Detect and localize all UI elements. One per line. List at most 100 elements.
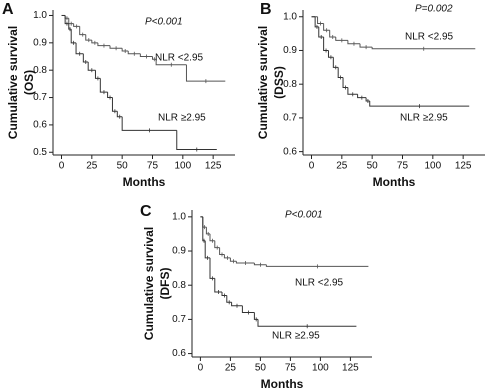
survival-step: [314, 16, 319, 28]
survival-step: [337, 67, 344, 78]
survival-step: [253, 262, 267, 266]
series-label: NLR <2.95: [155, 53, 204, 64]
y-axis-label: (DFS): [158, 268, 172, 300]
survival-step: [87, 61, 96, 71]
survival-step: [185, 64, 226, 82]
survival-step: [318, 26, 324, 38]
survival-step: [73, 23, 80, 27]
x-tick-label: 75: [397, 161, 409, 172]
survival-step: [75, 42, 84, 55]
x-tick-label: 100: [424, 161, 441, 172]
series-label: NLR <2.95: [405, 32, 454, 43]
y-tick-label: 0.7: [172, 314, 186, 325]
survival-step: [214, 278, 222, 293]
x-tick-label: 100: [174, 161, 191, 172]
panel-label: A: [2, 1, 14, 18]
survival-step: [70, 29, 77, 44]
series-label: NLR <2.95: [295, 278, 344, 289]
survival-step: [359, 43, 373, 48]
x-tick-label: 50: [117, 161, 129, 172]
p-value: P<0.001: [145, 17, 183, 28]
survival-step: [155, 59, 187, 66]
x-tick-label: 50: [255, 363, 267, 374]
survival-step: [116, 111, 123, 118]
y-tick-label: 0.8: [33, 65, 47, 76]
survival-step: [94, 70, 101, 79]
panel-label: B: [260, 1, 272, 18]
survival-step: [226, 295, 232, 303]
x-axis-label: Months: [373, 175, 416, 189]
survival-step: [91, 40, 98, 44]
survival-step: [127, 51, 141, 55]
series-label: NLR ≥2.95: [158, 113, 206, 124]
survival-step: [209, 257, 215, 279]
p-value: P=0.002: [415, 4, 453, 15]
survival-step: [223, 254, 231, 259]
survival-step: [107, 92, 113, 99]
y-tick-label: 1.0: [33, 10, 47, 21]
y-axis-label: Cumulative survival: [6, 26, 20, 139]
y-axis-label: (OS): [22, 70, 36, 95]
survival-step: [323, 23, 330, 31]
y-tick-label: 1.0: [283, 11, 297, 22]
panel-label: C: [140, 203, 152, 220]
survival-step: [97, 42, 111, 47]
x-tick-label: 0: [309, 161, 315, 172]
p-value: P<0.001: [285, 210, 323, 221]
y-tick-label: 0.6: [172, 348, 186, 359]
series-label: NLR ≥2.95: [400, 113, 448, 124]
survival-step: [265, 264, 369, 267]
x-tick-label: 25: [86, 161, 98, 172]
survival-step: [241, 305, 255, 314]
survival-step: [327, 50, 334, 58]
y-tick-label: 0.9: [33, 37, 47, 48]
survival-step: [64, 15, 69, 25]
survival-step: [253, 312, 258, 320]
survival-step: [235, 261, 255, 264]
survival-step: [79, 26, 86, 36]
y-tick-label: 1.0: [172, 211, 186, 222]
survival-step: [335, 36, 348, 41]
x-tick-label: 0: [59, 161, 65, 172]
y-tick-label: 0.5: [33, 147, 47, 158]
x-tick-label: 100: [312, 363, 329, 374]
survival-step: [205, 227, 210, 235]
survival-step: [176, 130, 217, 151]
survival-step: [323, 36, 329, 51]
survival-step: [111, 97, 118, 112]
survival-step: [209, 233, 215, 242]
survival-step: [151, 56, 157, 60]
survival-step: [317, 16, 324, 24]
survival-step: [332, 57, 339, 68]
survival-step: [121, 116, 177, 131]
survival-step: [121, 48, 129, 52]
survival-step: [347, 40, 361, 45]
survival-step: [82, 53, 89, 63]
survival-step: [214, 240, 220, 249]
y-tick-label: 0.9: [172, 246, 186, 257]
x-tick-label: 50: [367, 161, 379, 172]
survival-step: [342, 77, 348, 89]
x-axis-label: Months: [261, 377, 304, 390]
x-tick-label: 0: [198, 363, 204, 374]
y-tick-label: 0.6: [33, 120, 47, 131]
y-tick-label: 0.7: [33, 92, 47, 103]
series-label: NLR ≥2.95: [272, 331, 320, 342]
survival-step: [99, 78, 108, 93]
survival-step: [369, 101, 470, 107]
survival-step: [329, 30, 336, 38]
y-axis-label: Cumulative survival: [256, 26, 270, 139]
survival-step: [85, 34, 92, 41]
y-tick-label: 0.8: [283, 79, 297, 90]
x-axis-label: Months: [123, 175, 166, 189]
survival-step: [357, 94, 367, 99]
survival-step: [109, 45, 123, 49]
survival-step: [347, 87, 358, 95]
survival-step: [219, 247, 225, 255]
y-axis-label: (DSS): [272, 66, 286, 99]
x-tick-label: 125: [342, 363, 359, 374]
y-tick-label: 0.9: [283, 45, 297, 56]
survival-step: [229, 257, 237, 262]
survival-step: [365, 97, 370, 102]
